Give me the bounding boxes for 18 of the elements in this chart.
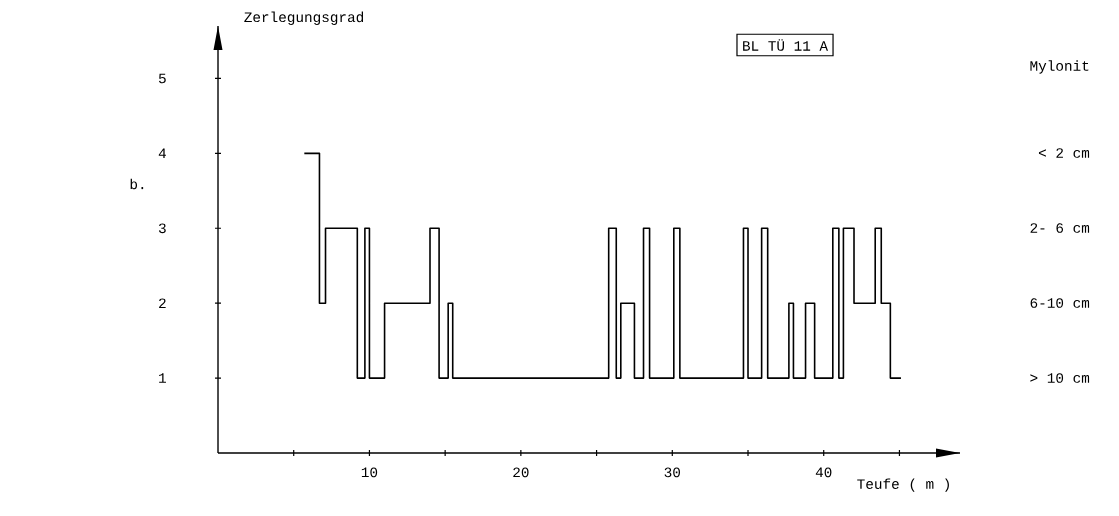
x-tick-label: 20 <box>513 467 529 478</box>
x-axis-title: Teufe ( m ) <box>857 478 949 492</box>
y-tick-label: 2 <box>159 298 166 308</box>
text: > 10 cm <box>1030 373 1090 383</box>
y-axis-title: Zerlegungsgrad <box>244 11 364 25</box>
x-tick-label: 30 <box>664 467 681 478</box>
text: b. <box>130 178 144 190</box>
text: 2- 6 cm <box>1030 223 1090 233</box>
y-tick-label: 5 <box>158 73 166 84</box>
y-tick-label: 3 <box>158 223 166 234</box>
y-tick-label: 4 <box>158 148 166 159</box>
y-tick-label: 1 <box>159 373 166 383</box>
x-tick-label: 40 <box>815 467 832 478</box>
text: 6-10 cm <box>1030 298 1090 308</box>
annotation: BL TÜ 11 A <box>743 39 829 51</box>
x-tick-label: 10 <box>361 467 378 478</box>
text: Mylonit <box>1030 60 1089 74</box>
text: < 2 cm <box>1038 148 1090 158</box>
